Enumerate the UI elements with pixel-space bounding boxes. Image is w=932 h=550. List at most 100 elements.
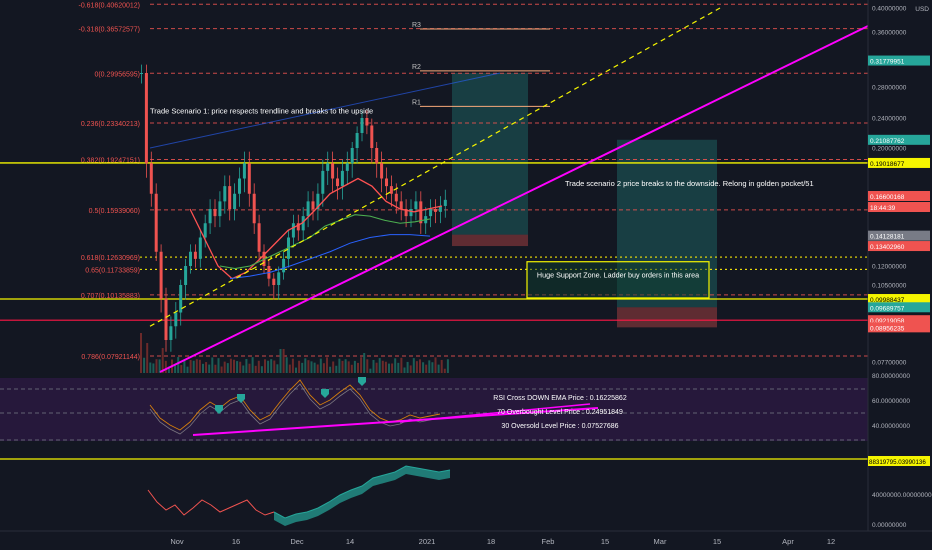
long-position-target-zone — [452, 73, 528, 235]
volume-bar — [245, 359, 248, 373]
time-tick: 18 — [487, 537, 495, 546]
volume-bar — [276, 364, 279, 373]
volume-bar — [143, 357, 146, 373]
candle-body — [291, 223, 295, 238]
volume-bar — [406, 361, 409, 373]
volume-bar — [322, 363, 325, 373]
candle-body — [326, 163, 330, 171]
volume-bar — [369, 368, 372, 373]
volume-bar — [251, 357, 254, 373]
price-badge — [868, 134, 930, 145]
candle-body — [252, 193, 256, 224]
volume-bar — [403, 367, 406, 373]
volume-bar — [353, 360, 356, 373]
candle-body — [218, 201, 222, 217]
trendlines — [149, 7, 869, 373]
volume-bar — [378, 358, 381, 373]
candle-body — [238, 178, 241, 194]
rsi-cross-marker — [321, 389, 329, 398]
time-tick: 16 — [232, 537, 240, 546]
candle-body — [311, 201, 315, 209]
volume-bar — [264, 359, 266, 373]
fib-label: 0.786(0.07921144) — [81, 354, 140, 361]
price-badge — [868, 202, 930, 212]
volume-bar — [329, 366, 332, 373]
volume-bar — [295, 367, 297, 373]
lower-badge-text: 88319795.03990136 — [869, 459, 926, 466]
candle-body — [360, 118, 364, 133]
lower-line-red — [147, 489, 275, 516]
time-tick: Feb — [542, 537, 555, 546]
price-badge-text: 0.08956235 — [870, 325, 905, 332]
rsi-tick: 40.00000000 — [872, 423, 910, 430]
volume-bar — [158, 359, 161, 373]
fib-label: 0.618(0.12630969) — [81, 255, 140, 262]
volume-bar — [338, 358, 341, 373]
volume-bar — [254, 365, 257, 373]
volume-bar — [422, 362, 425, 373]
lower-tick: 0.00000000 — [872, 522, 907, 529]
volume-bar — [347, 361, 350, 373]
lower-pane — [0, 458, 868, 526]
volume-bars — [140, 333, 449, 373]
candle-body — [213, 209, 217, 217]
volume-bar — [242, 365, 245, 373]
candle-body — [336, 178, 339, 187]
price-badge-text: 0.19018677 — [870, 161, 905, 168]
candle-body — [301, 216, 305, 231]
time-tick: 14 — [346, 537, 354, 546]
volume-bar — [344, 359, 347, 373]
volume-bar — [326, 357, 328, 373]
candle-body — [340, 170, 344, 187]
pivot-label: R3 — [412, 22, 421, 29]
volume-bar — [195, 359, 198, 373]
volume-bar — [270, 359, 273, 373]
rsi-trendline-2 — [399, 403, 591, 423]
candle-body — [443, 199, 447, 206]
price-tick: 0.36000000 — [872, 30, 907, 37]
volume-bar — [350, 364, 353, 373]
candle-body — [370, 125, 374, 148]
price-badge — [868, 191, 930, 201]
volume-bar — [183, 360, 186, 373]
fib-label: -0.618(0.40620012) — [79, 2, 141, 9]
time-tick: 15 — [601, 537, 609, 546]
rsi-ema-line — [149, 383, 441, 435]
rsi-label: 30 Oversold Level Price : 0.07527686 — [501, 423, 618, 430]
candle-body — [380, 163, 384, 179]
volume-bar — [149, 362, 152, 373]
candle-body — [174, 312, 178, 327]
volume-bar — [229, 358, 232, 373]
time-axis[interactable]: Nov 16 Dec 14 2021 18 Feb 15 Mar 15 Apr 12 — [0, 530, 932, 550]
volume-bar — [313, 362, 316, 373]
pivot-label: R2 — [412, 64, 421, 71]
scenario1-text: Trade Scenario 1: price respects trendli… — [150, 106, 373, 115]
volume-bar — [384, 361, 387, 373]
price-badge — [868, 157, 930, 168]
price-tick: 0.24000000 — [872, 116, 907, 123]
volume-bar — [152, 363, 155, 373]
candle-body — [144, 73, 148, 164]
volume-bar — [381, 360, 384, 373]
time-axis-background — [0, 531, 932, 550]
candle-body — [242, 163, 246, 179]
volume-bar — [208, 364, 211, 373]
fib-label: 0.236(0.23340213) — [81, 121, 140, 128]
candle-body — [404, 209, 408, 217]
candle-body — [321, 170, 325, 194]
lower-tick: 40000000.00000000 — [872, 492, 932, 499]
candle-body — [257, 223, 261, 252]
candle-body — [233, 193, 237, 209]
candle-body — [345, 163, 349, 171]
price-tick: 0.28000000 — [872, 85, 907, 92]
volume-bar — [419, 359, 421, 373]
candle-body — [169, 326, 173, 340]
price-axis-background — [868, 0, 932, 550]
candle-body — [316, 193, 320, 209]
fib-label: -0.318(0.36572577) — [79, 27, 141, 34]
price-axis[interactable]: USD0.400000000.360000000.320000000.28000… — [867, 0, 932, 550]
candle-body — [350, 148, 354, 164]
annotations: Trade Scenario 1: price respects trendli… — [150, 106, 814, 299]
